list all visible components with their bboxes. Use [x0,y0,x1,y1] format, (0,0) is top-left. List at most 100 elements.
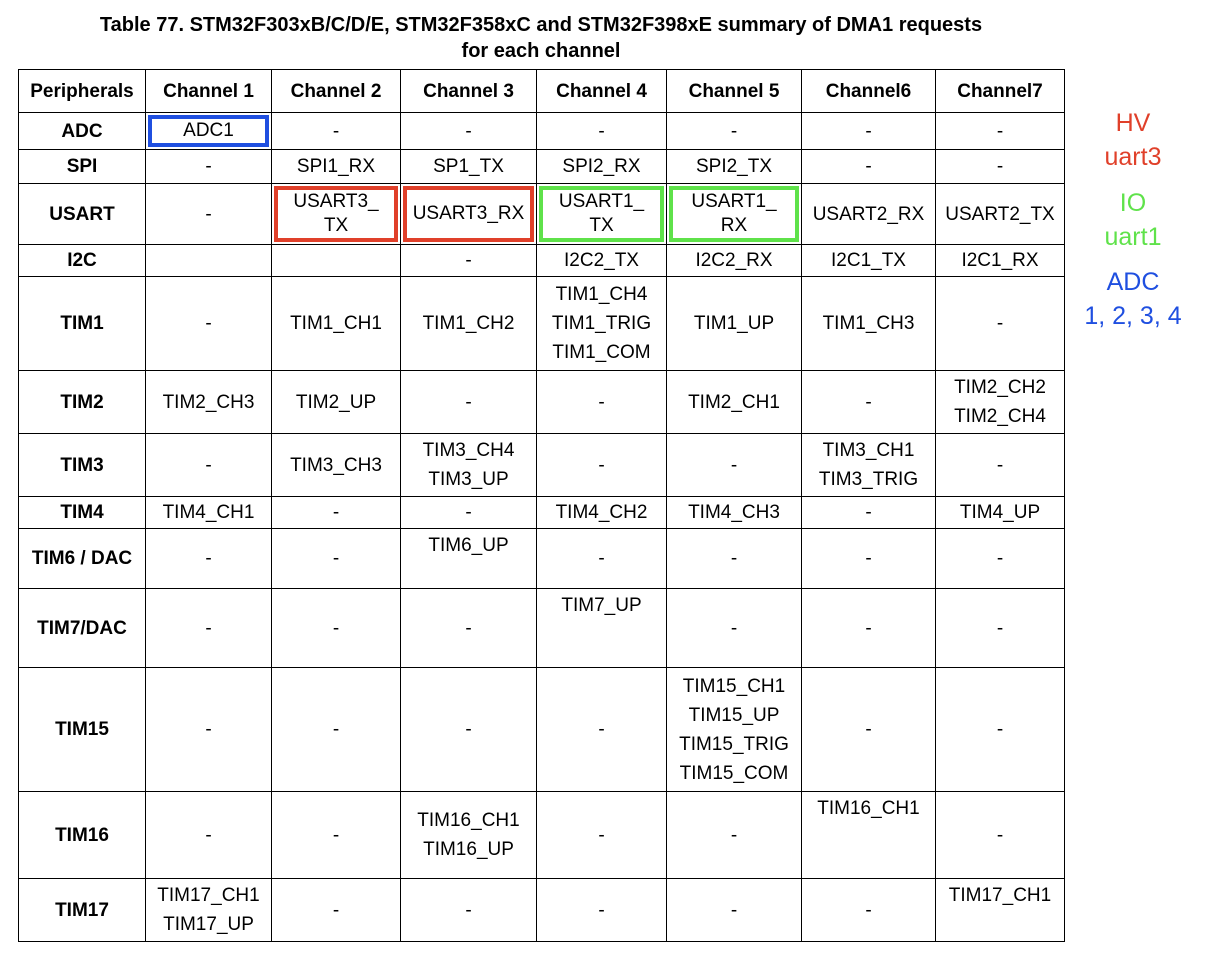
cell-line: TIM7_UP [561,595,642,616]
cell-line: TIM3_CH1 [822,440,915,461]
cell-line: USART2_TX [945,203,1055,225]
table-cell: - [536,791,667,879]
cell-line: RX [720,215,748,236]
red-highlight-box: USART3_ TX [274,186,398,242]
cell-line: - [205,548,212,569]
cell-line: - [205,824,212,846]
table-cell: - [400,244,537,277]
table-cell: - [935,276,1065,371]
table-cell: I2C1_RX [935,244,1065,277]
cell-line: - [996,548,1004,569]
cell-line: TIM15_TRIG [679,733,789,755]
cell-line: TIM3_CH4 [422,440,515,461]
table-cell [145,244,272,277]
cell-line: SPI2_TX [695,156,773,177]
cell-line: - [465,502,472,523]
header-channel-6: Channel6 [801,69,936,113]
cell-line: TIM1_CH3 [822,313,915,334]
cell-line: USART3_ [293,191,379,212]
table-cell: - [666,791,802,879]
cell-line: SPI1_RX [296,156,376,177]
legend-adc-line1: ADC [1106,268,1160,296]
table-cell: TIM1_UP [666,276,802,371]
cell-line: - [465,391,472,413]
cell-line: TIM1_TRIG [551,313,652,334]
cell-line: I2C2_TX [564,250,639,271]
cell-line: TX [323,215,349,236]
blue-highlight-box: ADC1 [148,115,269,147]
table-cell: - [536,667,667,792]
table-cell: TIM1_CH2 [400,276,537,371]
table-cell: I2C2_RX [666,244,802,277]
table-cell: - [666,112,802,150]
cell-line: - [865,391,872,413]
cell-line: TIM15_CH1 [682,675,786,697]
table-cell: - [400,370,537,434]
table-cell: - [935,112,1065,150]
cell-line: I2C2_RX [695,250,773,271]
table-cell: I2C1_TX [801,244,936,277]
cell-line: SPI2_RX [562,156,641,177]
cell-line: - [865,502,872,523]
cell-line: TIM3_UP [428,469,509,490]
cell-line: - [730,120,738,142]
table-row: USART - USART3_ TX USART3_RX USART1_ TX USART1_… [18,183,1065,245]
table-cell: I2C2_TX [536,244,667,277]
table-cell: - [935,791,1065,879]
cell-line: TIM4_UP [959,502,1041,523]
cell-line: - [332,502,340,523]
cell-line: - [598,824,605,846]
cell-line: - [332,617,340,639]
table-row: TIM15- - - - TIM15_CH1 TIM15_UP TIM15_TRIG TIM1… [18,667,1065,792]
cell-line: - [996,120,1004,142]
table-row: TIM16 - - TIM16_CH1 TIM16_UP - - TIM16_CH1 - [18,791,1065,879]
table-cell: TIM2_UP [271,370,401,434]
table-cell: - [935,588,1065,668]
row-header: TIM7/DAC [18,588,146,668]
table-cell: - [801,878,936,942]
row-header: TIM17 [18,878,146,942]
table-row: I2C - I2C2_TX I2C2_RX I2C1_TX I2C1_RX [18,244,1065,277]
table-cell: USART3_ TX [271,183,401,245]
cell-line: - [996,156,1004,177]
cell-line: TIM16_CH1 [817,798,920,819]
table-cell: TIM7_UP [536,588,667,668]
cell-line: TIM3_TRIG [818,469,919,490]
table-body: ADC ADC1- - - - - - SPI - SPI1_RX SP1_TX SPI2_RX SPI… [18,112,1065,942]
table-cell: TIM1_CH1 [271,276,401,371]
cell-line: - [996,617,1004,639]
legend-hv-line2: uart3 [1104,143,1162,171]
table-cell: - [935,528,1065,589]
table-cell: - [271,112,401,150]
row-header: TIM2 [18,370,146,434]
cell-line: TIM1_CH1 [290,313,382,334]
cell-line: - [865,548,872,569]
cell-line: TIM3_CH3 [290,454,382,476]
table-cell: TIM1_CH3 [801,276,936,371]
table-cell: - [536,112,667,150]
table-cell: SPI1_RX [271,149,401,184]
table-cell: - [271,528,401,589]
cell-line: TIM15_COM [679,762,789,784]
cell-line: TIM4_CH1 [162,502,255,523]
table-cell: TIM2_CH3 [145,370,272,434]
table-cell: - [145,276,272,371]
table-cell: TIM4_CH1 [145,496,272,529]
cell-line: USART2_RX [812,203,925,225]
table-row: SPI - SPI1_RX SP1_TX SPI2_RX SPI2_TX - - [18,149,1065,184]
cell-line: TIM2_CH2 [954,377,1046,398]
cell-line: - [598,454,605,476]
table-cell: TIM15_CH1 TIM15_UP TIM15_TRIG TIM15_COM [666,667,802,792]
red-highlight-box: USART3_RX [403,186,534,242]
table-cell: - [145,433,272,497]
table-cell: - [145,149,272,184]
table-cell: - [666,528,802,589]
table-cell [271,244,401,277]
cell-line: TX [589,215,614,236]
header-channel-5: Channel 5 [666,69,802,113]
cell-line: SP1_TX [433,156,504,177]
cell-line: TIM1_CH4 [555,284,648,305]
table-title-line-2: for each channel [461,40,621,62]
cell-line: - [865,719,872,740]
table-cell: - [271,588,401,668]
